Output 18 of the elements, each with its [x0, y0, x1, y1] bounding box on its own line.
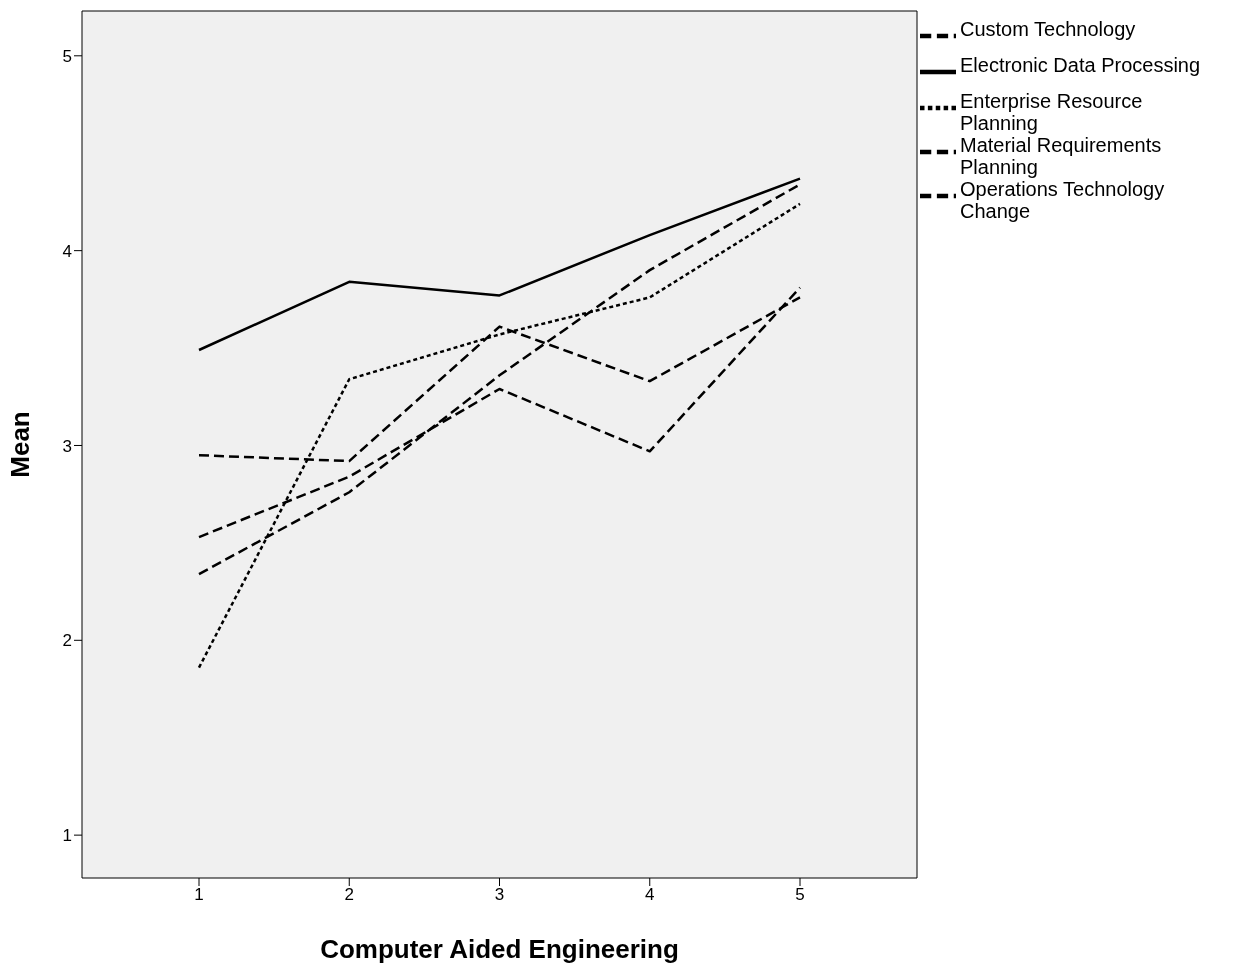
y-tick-label: 4	[62, 241, 72, 261]
y-tick-label: 1	[62, 826, 72, 846]
legend-label: Enterprise Resource Planning	[960, 90, 1144, 134]
legend-label: Electronic Data Processing	[960, 54, 1201, 76]
y-tick-label: 3	[62, 436, 72, 456]
x-axis-title: Computer Aided Engineering	[320, 934, 679, 964]
x-tick-label: 4	[645, 885, 655, 905]
x-tick-label: 5	[795, 885, 805, 905]
y-tick-label: 5	[62, 46, 72, 66]
y-axis-title: Mean	[5, 411, 36, 478]
y-tick-label: 2	[62, 631, 72, 651]
x-tick-label: 3	[494, 885, 505, 905]
x-tick-label: 1	[194, 885, 204, 905]
legend-label: Operations Technology Change	[960, 178, 1166, 222]
x-tick-label: 2	[344, 885, 354, 905]
line-series	[197, 177, 802, 352]
legend-label: Material Requirements Planning	[960, 134, 1163, 178]
legend-label: Custom Technology	[960, 18, 1136, 40]
